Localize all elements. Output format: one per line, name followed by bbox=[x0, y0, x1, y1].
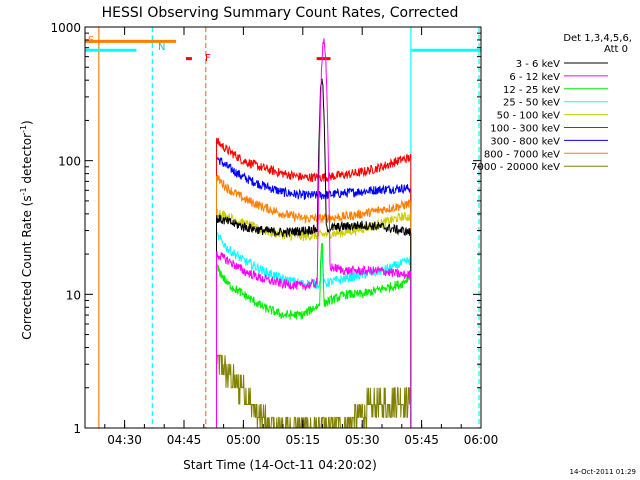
x-axis-label: Start Time (14-Oct-11 04:20:02) bbox=[183, 458, 377, 472]
x-tick-label-0: 04:30 bbox=[107, 433, 142, 447]
legend-label-3: 25 - 50 keV bbox=[503, 98, 560, 109]
x-tick-label-4: 05:30 bbox=[345, 433, 380, 447]
legend-label-0: 3 - 6 keV bbox=[516, 59, 560, 70]
flag-label-s: S bbox=[88, 35, 94, 46]
series-trace-7 bbox=[216, 174, 412, 429]
series-trace-0 bbox=[216, 78, 412, 429]
x-tick-label-6: 06:00 bbox=[464, 433, 499, 447]
series-trace-6 bbox=[216, 156, 412, 429]
y-label-sup2: -1 bbox=[19, 125, 28, 133]
y-label-part3: ) bbox=[20, 120, 34, 125]
legend-label-5: 100 - 300 keV bbox=[490, 124, 560, 135]
x-tick-label-3: 05:15 bbox=[286, 433, 321, 447]
y-label-part2: detector bbox=[20, 133, 34, 188]
plot-frame bbox=[84, 26, 482, 429]
x-tick-label-1: 04:45 bbox=[167, 433, 202, 447]
legend: Det 1,3,4,5,6, Att 0 3 - 6 keV 6 - 12 keV… bbox=[471, 33, 632, 173]
y-tick-label-2: 100 bbox=[58, 155, 81, 169]
legend-label-4: 50 - 100 keV bbox=[497, 111, 561, 122]
legend-label-7: 800 - 7000 keV bbox=[484, 149, 560, 160]
flag-label-n: N bbox=[158, 42, 165, 53]
series-trace-8 bbox=[216, 354, 412, 429]
x-tick-label-5: 05:45 bbox=[404, 433, 439, 447]
legend-label-8: 7000 - 20000 keV bbox=[471, 162, 560, 173]
legend-label-2: 12 - 25 keV bbox=[503, 85, 560, 96]
y-tick-label-1: 10 bbox=[66, 288, 81, 302]
y-axis-label: Corrected Count Rate (s-1 detector-1) bbox=[19, 120, 34, 339]
legend-header-2: Att 0 bbox=[604, 44, 628, 55]
y-label-sup1: -1 bbox=[19, 187, 28, 195]
series-trace-1 bbox=[216, 38, 412, 429]
flag-label-f: F bbox=[205, 53, 211, 64]
legend-header-1: Det 1,3,4,5,6, bbox=[563, 33, 632, 44]
x-tick-label-2: 05:00 bbox=[226, 433, 261, 447]
series-trace-5 bbox=[216, 137, 412, 429]
legend-label-1: 6 - 12 keV bbox=[509, 72, 560, 83]
series-trace-2 bbox=[216, 242, 412, 429]
legend-label-6: 300 - 800 keV bbox=[490, 136, 560, 147]
timestamp: 14-Oct-2011 01:29 bbox=[570, 468, 636, 476]
y-label-part1: Corrected Count Rate (s bbox=[20, 195, 34, 339]
y-tick-label-0: 1 bbox=[73, 422, 81, 436]
chart-title: HESSI Observing Summary Count Rates, Cor… bbox=[102, 5, 459, 21]
y-tick-label-3: 1000 bbox=[50, 21, 81, 35]
